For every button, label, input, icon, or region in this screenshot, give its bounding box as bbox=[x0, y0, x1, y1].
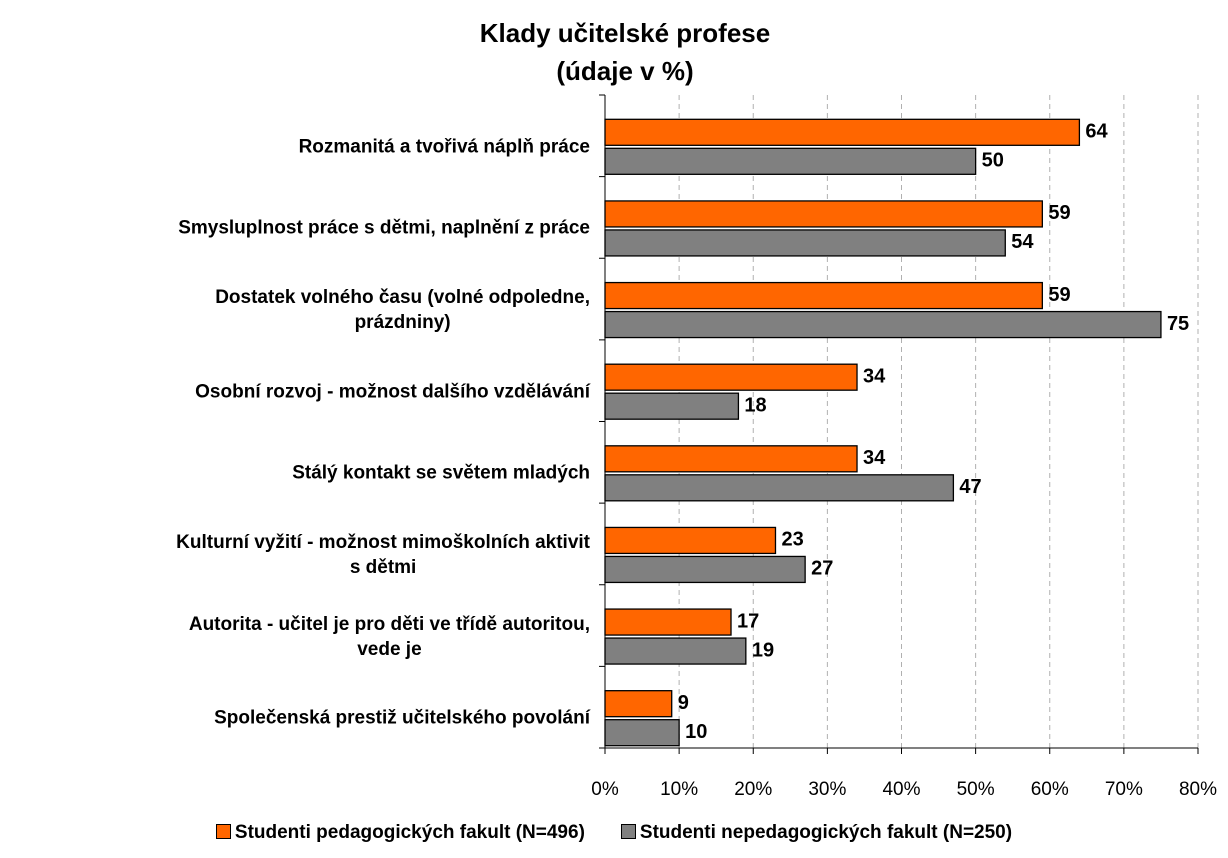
category-label: Společenská prestiž učitelského povolání bbox=[214, 707, 590, 729]
x-tick-label: 30% bbox=[808, 779, 846, 800]
category-label: Osobní rozvoj - možnost dalšího vzdělává… bbox=[195, 381, 590, 403]
category-label: Kulturní vyžití - možnost mimoškolních a… bbox=[176, 531, 590, 578]
value-label: 17 bbox=[737, 610, 759, 632]
category-label: Stálý kontakt se světem mladých bbox=[292, 462, 590, 484]
value-label: 54 bbox=[1011, 231, 1034, 253]
value-label: 23 bbox=[781, 529, 803, 551]
x-tick-label: 60% bbox=[1031, 779, 1069, 800]
bar bbox=[604, 719, 680, 747]
legend: Studenti pedagogických fakult (N=496) Stu… bbox=[0, 822, 1228, 844]
bar bbox=[604, 229, 1006, 257]
legend-swatch bbox=[620, 824, 636, 839]
category-labels: Rozmanitá a tvořivá náplň práce Smyslupln… bbox=[0, 0, 590, 858]
value-label: 10 bbox=[685, 721, 707, 743]
x-tick-label: 80% bbox=[1179, 779, 1217, 800]
bar bbox=[604, 608, 732, 636]
value-label: 9 bbox=[678, 692, 689, 714]
category-label: Smysluplnost práce s dětmi, naplnění z p… bbox=[178, 217, 590, 239]
bar bbox=[604, 690, 673, 718]
legend-label: Studenti nepedagogických fakult (N=250) bbox=[639, 822, 1013, 843]
x-tick-label: 40% bbox=[882, 779, 920, 800]
category-label: Rozmanitá a tvořivá náplň práce bbox=[298, 136, 590, 158]
value-label: 34 bbox=[863, 365, 886, 387]
value-label: 47 bbox=[959, 476, 981, 498]
value-label: 50 bbox=[982, 150, 1004, 172]
x-tick-label: 0% bbox=[591, 779, 619, 800]
category-label: Autorita - učitel je pro děti ve třídě a… bbox=[188, 613, 590, 660]
value-label: 18 bbox=[744, 394, 766, 416]
value-label: 59 bbox=[1048, 202, 1070, 224]
value-label: 75 bbox=[1167, 313, 1189, 335]
legend-swatch bbox=[215, 824, 231, 839]
x-tick-label: 20% bbox=[734, 779, 772, 800]
bar bbox=[604, 363, 858, 391]
value-label: 64 bbox=[1085, 121, 1108, 143]
bar bbox=[604, 200, 1043, 228]
bar bbox=[604, 526, 777, 555]
bar bbox=[604, 445, 858, 473]
bar bbox=[604, 310, 1162, 339]
x-tick-label: 50% bbox=[957, 779, 995, 800]
bar bbox=[604, 147, 977, 175]
category-label: Dostatek volného času (volné odpoledne, … bbox=[215, 287, 590, 334]
value-label: 19 bbox=[752, 639, 774, 661]
value-label: 27 bbox=[811, 558, 833, 580]
x-tick-label: 10% bbox=[660, 779, 698, 800]
legend-item: Studenti nepedagogických fakult (N=250) bbox=[620, 822, 1013, 843]
bar bbox=[604, 474, 955, 502]
chart-title: Klady učitelské profese (údaje v %) bbox=[479, 18, 771, 86]
value-label: 59 bbox=[1048, 284, 1070, 306]
bar bbox=[604, 118, 1081, 146]
value-label: 34 bbox=[863, 447, 886, 469]
x-tick-label: 70% bbox=[1105, 779, 1143, 800]
bar bbox=[604, 555, 806, 584]
bar bbox=[604, 392, 740, 420]
legend-item: Studenti pedagogických fakult (N=496) bbox=[215, 822, 585, 843]
bar bbox=[604, 637, 747, 665]
legend-label: Studenti pedagogických fakult (N=496) bbox=[234, 822, 585, 843]
bar bbox=[604, 281, 1043, 310]
